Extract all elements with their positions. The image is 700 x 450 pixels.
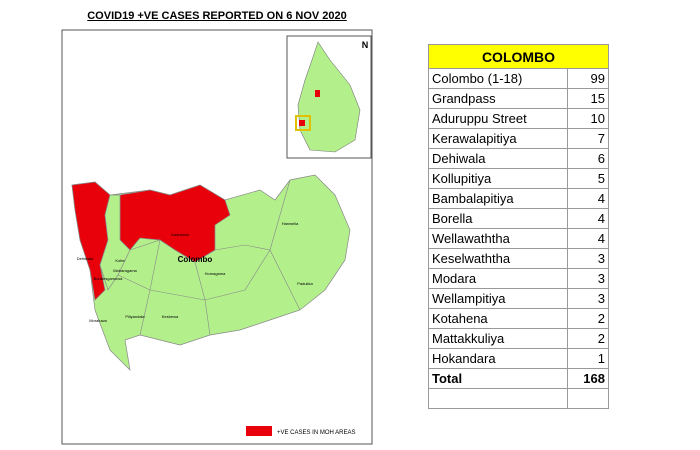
case-table: COLOMBO Colombo (1-18) 99 Grandpass 15 Aduru… bbox=[428, 44, 609, 409]
area-label: Moratuwa bbox=[89, 318, 107, 323]
area-name: Total bbox=[428, 368, 568, 389]
area-label: Dehiwala bbox=[77, 256, 94, 261]
case-count: 2 bbox=[567, 308, 609, 329]
empty-row bbox=[428, 388, 609, 409]
case-count: 4 bbox=[567, 188, 609, 209]
area-label: Maharagama bbox=[113, 268, 137, 273]
area-name: Kollupitiya bbox=[428, 168, 568, 189]
case-count: 3 bbox=[567, 248, 609, 269]
area-label: Padukka bbox=[297, 281, 313, 286]
case-count: 15 bbox=[567, 88, 609, 109]
legend-swatch bbox=[246, 426, 272, 436]
inset-case bbox=[299, 120, 305, 126]
table-row: Wellampitiya 3 bbox=[428, 288, 609, 309]
title: COVID19 +VE CASES REPORTED ON 6 NOV 2020 bbox=[87, 10, 347, 22]
inset-case bbox=[315, 90, 320, 97]
area-label: Homagama bbox=[205, 271, 226, 276]
case-count: 168 bbox=[567, 368, 609, 389]
area-label: Boralesgamuwa bbox=[94, 276, 123, 281]
area-name: Keselwaththa bbox=[428, 248, 568, 269]
area-name: Colombo (1-18) bbox=[428, 68, 568, 89]
area-name: Wellampitiya bbox=[428, 288, 568, 309]
area-name: Modara bbox=[428, 268, 568, 289]
case-count: 2 bbox=[567, 328, 609, 349]
table-row: Mattakkuliya 2 bbox=[428, 328, 609, 349]
legend-label: +VE CASES IN MOH AREAS bbox=[277, 430, 356, 436]
area-name: Grandpass bbox=[428, 88, 568, 109]
area-name: Hokandara bbox=[428, 348, 568, 369]
empty-cell bbox=[567, 388, 609, 409]
table-row: Kerawalapitiya 7 bbox=[428, 128, 609, 149]
case-count: 99 bbox=[567, 68, 609, 89]
area-name: Bambalapitiya bbox=[428, 188, 568, 209]
district-area bbox=[99, 194, 131, 291]
table-row: Wellawaththa 4 bbox=[428, 228, 609, 249]
case-count: 6 bbox=[567, 148, 609, 169]
area-name: Dehiwala bbox=[428, 148, 568, 169]
case-count: 3 bbox=[567, 268, 609, 289]
table-row: Borella 4 bbox=[428, 208, 609, 229]
case-count: 1 bbox=[567, 348, 609, 369]
table-row: Total 168 bbox=[428, 368, 609, 389]
table-row: Kotahena 2 bbox=[428, 308, 609, 329]
area-label: Kesbewa bbox=[162, 314, 179, 319]
boundaries bbox=[117, 179, 301, 336]
table-row: Bambalapitiya 4 bbox=[428, 188, 609, 209]
table-row: Aduruppu Street 10 bbox=[428, 108, 609, 129]
area-name: Mattakkuliya bbox=[428, 328, 568, 349]
case-count: 4 bbox=[567, 208, 609, 229]
table-row: Kollupitiya 5 bbox=[428, 168, 609, 189]
area-label: Kaduwela bbox=[171, 232, 189, 237]
empty-cell bbox=[428, 388, 568, 409]
area-label: Kotte bbox=[115, 258, 125, 263]
case-count: 3 bbox=[567, 288, 609, 309]
case-count: 5 bbox=[567, 168, 609, 189]
inset-island bbox=[297, 41, 361, 153]
table-header: COLOMBO bbox=[428, 44, 609, 69]
table-row: Hokandara 1 bbox=[428, 348, 609, 369]
area-name: Kerawalapitiya bbox=[428, 128, 568, 149]
area-name: Aduruppu Street bbox=[428, 108, 568, 129]
area-label: Piliyandala bbox=[125, 314, 145, 319]
case-count: 4 bbox=[567, 228, 609, 249]
area-name: Kotahena bbox=[428, 308, 568, 329]
case-count: 7 bbox=[567, 128, 609, 149]
north-arrow: N bbox=[362, 40, 369, 50]
table-row: Grandpass 15 bbox=[428, 88, 609, 109]
area-name: Wellawaththa bbox=[428, 228, 568, 249]
area-label: Colombo bbox=[178, 255, 213, 264]
inset-highlight bbox=[295, 115, 311, 131]
area-name: Borella bbox=[428, 208, 568, 229]
case-area bbox=[71, 181, 111, 301]
area-label: Hanwella bbox=[282, 221, 299, 226]
table-row: Dehiwala 6 bbox=[428, 148, 609, 169]
table-row: Colombo (1-18) 99 bbox=[428, 68, 609, 89]
table-row: Modara 3 bbox=[428, 268, 609, 289]
table-row: Keselwaththa 3 bbox=[428, 248, 609, 269]
case-count: 10 bbox=[567, 108, 609, 129]
